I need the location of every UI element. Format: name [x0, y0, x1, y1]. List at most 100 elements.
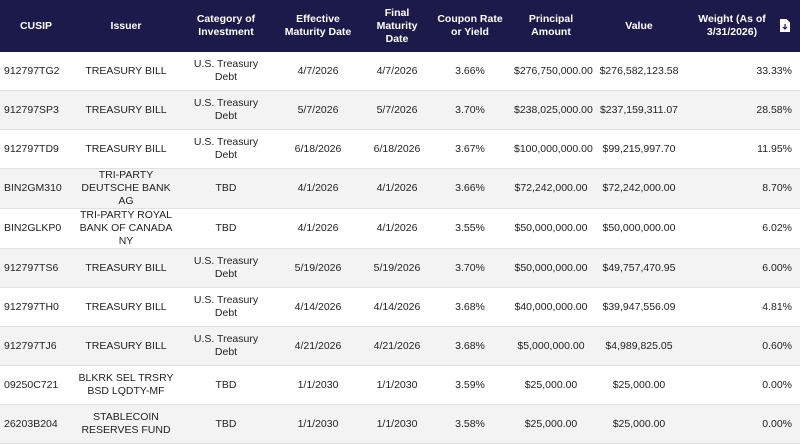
table-cell: 4/1/2026 [364, 168, 430, 209]
table-cell: 5/19/2026 [364, 248, 430, 288]
table-cell: TREASURY BILL [72, 90, 180, 130]
table-cell: TRI-PARTY DEUTSCHE BANK AG [72, 168, 180, 209]
table-cell: 912797SP3 [0, 90, 72, 130]
table-cell: 1/1/2030 [364, 404, 430, 444]
table-row: 09250C721 BLKRK SEL TRSRY BSD LQDTY-MF TBD… [0, 365, 800, 405]
header-label: Issuer [110, 19, 142, 32]
table-cell: BIN2GM310 [0, 168, 72, 209]
table-cell: $40,000,000.00 [510, 287, 592, 327]
header-label: Principal Amount [528, 13, 574, 38]
table-cell: $4,989,825.05 [592, 326, 686, 366]
table-cell: $276,582,123.58 [592, 52, 686, 91]
table-cell: 6/18/2026 [272, 129, 364, 169]
table-cell: 912797TG2 [0, 52, 72, 91]
header-label: Final Maturity Date [376, 6, 418, 45]
table-cell: 33.33% [686, 52, 800, 91]
table-cell: 4/7/2026 [364, 52, 430, 91]
column-header: Category of Investment [180, 0, 272, 52]
table-cell: TRI-PARTY ROYAL BANK OF CANADA NY [72, 208, 180, 249]
column-header: CUSIP [0, 0, 72, 52]
table-cell: 1/1/2030 [364, 365, 430, 405]
table-cell: 1/1/2030 [272, 365, 364, 405]
header-label: Value [625, 19, 653, 32]
table-cell: 4/14/2026 [364, 287, 430, 327]
table-cell: U.S. Treasury Debt [180, 287, 272, 327]
table-cell: $50,000,000.00 [510, 208, 592, 249]
table-cell: TBD [180, 365, 272, 405]
table-cell: 3.70% [430, 248, 510, 288]
table-cell: 0.60% [686, 326, 800, 366]
column-header: Final Maturity Date [364, 0, 430, 52]
table-cell: TREASURY BILL [72, 248, 180, 288]
table-row: 912797TH0 TREASURY BILL U.S. Treasury Debt… [0, 287, 800, 327]
table-cell: 3.68% [430, 287, 510, 327]
download-icon[interactable] [780, 19, 790, 32]
header-label: CUSIP [19, 19, 53, 32]
column-header: Issuer [72, 0, 180, 52]
table-cell: 5/19/2026 [272, 248, 364, 288]
column-header: Weight (As of 3/31/2026) [686, 0, 800, 52]
table-cell: $72,242,000.00 [592, 168, 686, 209]
table-cell: 3.67% [430, 129, 510, 169]
table-row: 912797TJ6 TREASURY BILL U.S. Treasury Debt… [0, 326, 800, 366]
table-cell: 6.00% [686, 248, 800, 288]
table-cell: $276,750,000.00 [510, 52, 593, 91]
table-cell: 28.58% [686, 90, 800, 130]
table-cell: 5/7/2026 [364, 90, 430, 130]
table-cell: 4/21/2026 [272, 326, 364, 366]
table-cell: $25,000.00 [592, 365, 686, 405]
table-cell: 3.68% [430, 326, 510, 366]
table-row: 912797TS6 TREASURY BILL U.S. Treasury Debt… [0, 248, 800, 288]
table-cell: TREASURY BILL [72, 129, 180, 169]
table-cell: 6.02% [686, 208, 800, 249]
table-cell: 3.58% [430, 404, 510, 444]
table-cell: $50,000,000.00 [592, 208, 686, 249]
column-header: Principal Amount [510, 0, 592, 52]
table-cell: 4/1/2026 [364, 208, 430, 249]
table-cell: 11.95% [686, 129, 800, 169]
table-cell: TREASURY BILL [72, 52, 180, 91]
table-cell: 912797TH0 [0, 287, 72, 327]
table-cell: 4/1/2026 [272, 168, 364, 209]
column-header: Effective Maturity Date [272, 0, 364, 52]
table-row: BIN2GLKP0 TRI-PARTY ROYAL BANK OF CANADA … [0, 208, 800, 249]
table-cell: $5,000,000.00 [510, 326, 592, 366]
header-row: CUSIP Issuer Category of Investment Effecti… [0, 0, 800, 52]
table-cell: U.S. Treasury Debt [180, 52, 272, 91]
table-cell: 0.00% [686, 404, 800, 444]
column-header: Coupon Rate or Yield [430, 0, 510, 52]
table-cell: 8.70% [686, 168, 800, 209]
table-body: 912797TG2 TREASURY BILL U.S. Treasury Debt… [0, 52, 800, 444]
table-cell: $238,025,000.00 [510, 90, 593, 130]
table-cell: TBD [180, 208, 272, 249]
table-cell: 09250C721 [0, 365, 72, 405]
table-cell: U.S. Treasury Debt [180, 248, 272, 288]
table-cell: $99,215,997.70 [592, 129, 686, 169]
table-cell: 4/7/2026 [272, 52, 364, 91]
table-cell: $100,000,000.00 [510, 129, 593, 169]
table-cell: $39,947,556.09 [592, 287, 686, 327]
table-row: BIN2GM310 TRI-PARTY DEUTSCHE BANK AG TBD 4/… [0, 168, 800, 209]
table-cell: STABLECOIN RESERVES FUND [72, 404, 180, 444]
table-cell: TREASURY BILL [72, 287, 180, 327]
header-label: Coupon Rate or Yield [437, 13, 503, 38]
header-label: Category of Investment [196, 13, 256, 38]
table-cell: 4/14/2026 [272, 287, 364, 327]
table-cell: 4.81% [686, 287, 800, 327]
table-cell: TREASURY BILL [72, 326, 180, 366]
table-row: 912797TG2 TREASURY BILL U.S. Treasury Debt… [0, 52, 800, 91]
table-cell: U.S. Treasury Debt [180, 129, 272, 169]
table-cell: TBD [180, 168, 272, 209]
table-cell: $25,000.00 [510, 404, 592, 444]
table-header: CUSIP Issuer Category of Investment Effecti… [0, 0, 800, 52]
header-label: Weight (As of 3/31/2026) [698, 13, 766, 38]
table-cell: 3.66% [430, 52, 510, 91]
table-cell: U.S. Treasury Debt [180, 90, 272, 130]
table-cell: 3.70% [430, 90, 510, 130]
table-cell: $25,000.00 [592, 404, 686, 444]
table-cell: 1/1/2030 [272, 404, 364, 444]
table-cell: 26203B204 [0, 404, 72, 444]
table-cell: 912797TD9 [0, 129, 72, 169]
table-cell: 912797TJ6 [0, 326, 72, 366]
